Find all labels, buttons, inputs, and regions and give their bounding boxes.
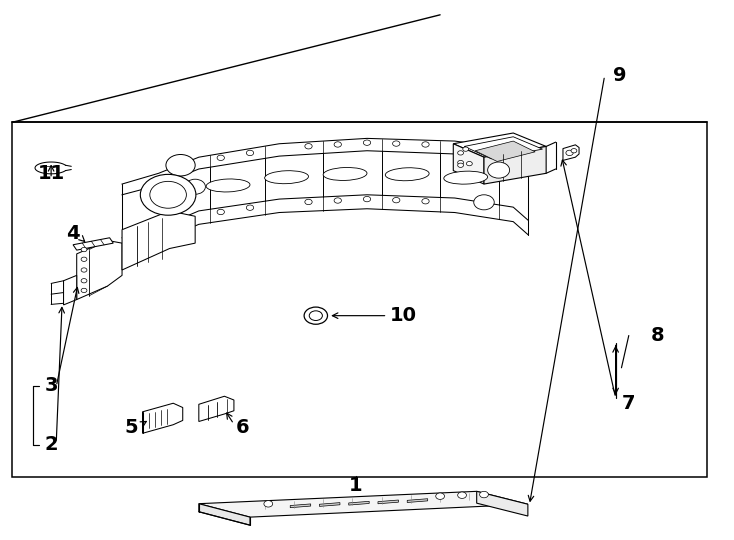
Circle shape [150, 181, 186, 208]
Circle shape [334, 142, 341, 147]
Circle shape [140, 174, 196, 215]
Circle shape [571, 148, 577, 153]
Circle shape [217, 210, 225, 215]
Polygon shape [454, 133, 546, 157]
Circle shape [422, 142, 429, 147]
Text: 7: 7 [622, 394, 636, 413]
Circle shape [363, 197, 371, 202]
Polygon shape [77, 240, 122, 300]
Circle shape [81, 288, 87, 293]
Text: 8: 8 [651, 326, 665, 345]
Polygon shape [199, 396, 234, 422]
Circle shape [264, 501, 272, 507]
Circle shape [463, 147, 468, 151]
Circle shape [458, 163, 464, 167]
Ellipse shape [385, 168, 429, 181]
Text: 11: 11 [37, 164, 65, 183]
Circle shape [422, 199, 429, 204]
Polygon shape [476, 491, 528, 516]
Polygon shape [73, 238, 113, 250]
Polygon shape [484, 146, 546, 184]
Circle shape [81, 257, 87, 261]
Circle shape [458, 151, 464, 155]
Ellipse shape [206, 179, 250, 192]
Text: 9: 9 [612, 66, 626, 85]
Ellipse shape [444, 171, 487, 184]
Circle shape [458, 492, 466, 498]
Polygon shape [563, 145, 579, 160]
Circle shape [309, 311, 322, 321]
Circle shape [393, 141, 400, 146]
Polygon shape [475, 141, 535, 161]
Polygon shape [122, 211, 195, 270]
Text: 4: 4 [66, 224, 80, 243]
Polygon shape [142, 403, 183, 433]
Polygon shape [199, 491, 528, 517]
Text: 3: 3 [44, 376, 58, 395]
Circle shape [81, 247, 87, 252]
Polygon shape [464, 137, 542, 159]
Circle shape [566, 150, 573, 156]
Circle shape [217, 155, 225, 160]
Circle shape [185, 179, 206, 194]
Ellipse shape [265, 171, 308, 184]
Polygon shape [378, 500, 399, 504]
Circle shape [334, 198, 341, 203]
Circle shape [473, 195, 494, 210]
Circle shape [305, 199, 312, 205]
Circle shape [247, 205, 254, 211]
Text: 5: 5 [125, 418, 138, 437]
Circle shape [436, 493, 445, 500]
Circle shape [166, 154, 195, 176]
Text: 10: 10 [390, 306, 417, 325]
Circle shape [304, 307, 327, 324]
Polygon shape [349, 501, 369, 505]
Polygon shape [199, 504, 250, 525]
Polygon shape [319, 503, 340, 507]
Text: 6: 6 [236, 418, 250, 437]
Circle shape [458, 160, 464, 165]
Text: 2: 2 [44, 435, 58, 454]
Circle shape [466, 161, 472, 166]
Polygon shape [290, 504, 310, 508]
Ellipse shape [323, 167, 367, 180]
Circle shape [393, 198, 400, 203]
Bar [12, 122, 707, 477]
Text: 1: 1 [349, 476, 363, 496]
Circle shape [247, 150, 254, 156]
Circle shape [81, 268, 87, 272]
Polygon shape [407, 499, 428, 503]
Circle shape [81, 279, 87, 283]
Circle shape [305, 144, 312, 149]
Circle shape [363, 140, 371, 145]
Circle shape [487, 162, 509, 178]
Polygon shape [454, 144, 484, 184]
Circle shape [479, 491, 488, 498]
Polygon shape [64, 275, 77, 305]
